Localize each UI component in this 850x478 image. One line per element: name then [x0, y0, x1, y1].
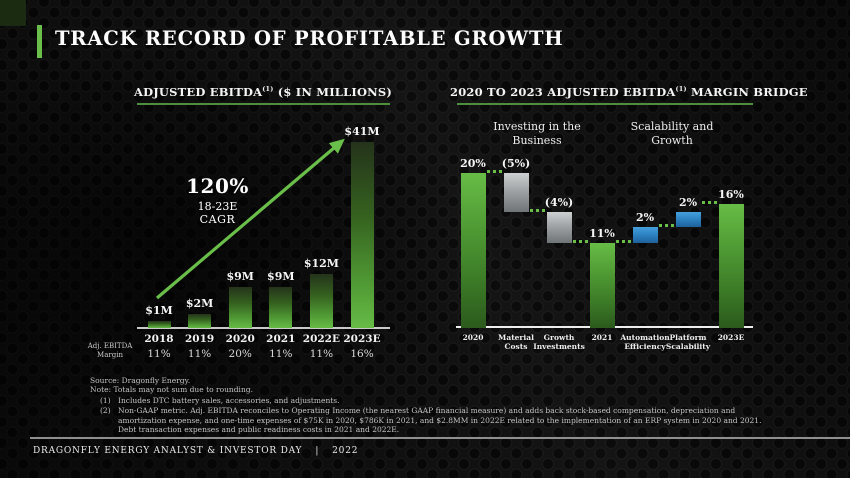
connector-line-6	[701, 201, 717, 204]
ebitda-bar-2019	[188, 314, 212, 328]
waterfall-bar-2021	[589, 242, 615, 328]
bar-value-label-2023e: $41M	[344, 125, 380, 138]
margin-value-2022e: 11%	[309, 348, 334, 360]
bar-value-label-2021: $9M	[267, 270, 295, 283]
slide-title: TRACK RECORD OF PROFITABLE GROWTH	[55, 27, 564, 50]
waterfall-value-label-2021: 11%	[589, 226, 615, 240]
right-chart-title-footmark: (1)	[675, 85, 687, 94]
left-chart-title-rest: ($ IN MILLIONS)	[273, 85, 393, 99]
year-label-2022e: 2022E	[302, 333, 340, 345]
category-label-growth-investments: Growth Investments	[533, 333, 585, 352]
margin-value-2020: 20%	[228, 348, 252, 360]
footer-separator: |	[315, 446, 320, 456]
waterfall-value-label-material-costs: (5%)	[501, 157, 531, 170]
ebitda-bar-2021	[269, 287, 293, 328]
category-label-platform-scalability: Platform Scalability	[665, 333, 711, 352]
waterfall-value-label-2023e: 16%	[718, 188, 744, 201]
waterfall-bar-2023e	[718, 204, 744, 328]
notes-block: Source: Dragonfly Energy. Note: Totals m…	[90, 376, 790, 434]
waterfall-bar-automation-efficiency	[632, 227, 658, 243]
cagr-metric: CAGR	[199, 213, 236, 226]
bar-value-label-2022e: $12M	[303, 257, 339, 270]
ebitda-bar-2018	[147, 321, 171, 328]
note-rounding: Note: Totals may not sum due to rounding…	[90, 385, 253, 395]
ebitda-bar-2020	[228, 287, 252, 328]
waterfall-value-label-2020: 20%	[460, 157, 486, 170]
ebitda-bar-2022e	[309, 274, 333, 328]
footer-label: DRAGONFLY ENERGY ANALYST & INVESTOR DAY	[33, 446, 303, 456]
cagr-percent: 120%	[186, 174, 249, 198]
connector-line-5	[658, 224, 674, 228]
connector-line-2	[529, 208, 545, 212]
category-label-2021: 2021	[591, 333, 613, 342]
waterfall-value-label-platform-scalability: 2%	[678, 195, 698, 209]
year-label-2023e: 2023E	[343, 333, 381, 345]
footnote-2: (2) Non-GAAP metric. Adj. EBITDA reconci…	[100, 406, 762, 434]
left-chart-title-footmark: (1)	[262, 85, 274, 94]
left-chart-title: ADJUSTED EBITDA(1) ($ IN MILLIONS)	[120, 85, 406, 99]
footer-text: DRAGONFLY ENERGY ANALYST & INVESTOR DAY …	[33, 446, 358, 456]
right-chart-title-main: 2020 TO 2023 ADJUSTED EBITDA	[450, 85, 676, 99]
cagr-range: 18-23E	[197, 200, 238, 213]
left-chart-title-main: ADJUSTED EBITDA	[133, 85, 263, 99]
note-source: Source: Dragonfly Energy.	[90, 376, 191, 385]
left-title-underline	[137, 103, 390, 105]
ebitda-bar-2023e	[350, 142, 374, 328]
bar-value-label-2019: $2M	[185, 297, 214, 310]
right-title-underline	[457, 103, 753, 105]
margin-value-2021: 11%	[269, 348, 293, 360]
year-label-2019: 2019	[184, 333, 215, 345]
footnote-1: (1) Includes DTC battery sales, accessor…	[100, 395, 340, 405]
bar-value-label-2020: $9M	[226, 270, 254, 283]
waterfall-bar-material-costs	[503, 173, 529, 212]
left-axis-line	[137, 327, 390, 329]
category-label-2023e: 2023E	[717, 333, 745, 342]
cagr-annotation: 120% 18-23E CAGR	[165, 174, 270, 226]
growth-arrow-icon	[155, 138, 345, 300]
waterfall-value-label-automation-efficiency: 2%	[635, 211, 655, 225]
corner-chip	[0, 0, 26, 26]
waterfall-value-label-growth-investments: (4%)	[544, 195, 574, 209]
waterfall-bar-growth-investments	[546, 211, 572, 243]
margin-value-2018: 11%	[147, 348, 171, 360]
connector-line-3	[572, 239, 588, 243]
footer-divider	[30, 437, 850, 439]
margin-value-2023e: 16%	[350, 348, 374, 360]
right-chart-title: 2020 TO 2023 ADJUSTED EBITDA(1) MARGIN B…	[450, 85, 808, 99]
year-label-2021: 2021	[266, 333, 296, 345]
right-chart-title-rest: MARGIN BRIDGE	[686, 85, 808, 99]
margin-value-2019: 11%	[187, 348, 212, 360]
category-label-automation-efficiency: Automation Efficiency	[620, 333, 670, 352]
connector-line-4	[615, 239, 631, 243]
group-label-scalability: Scalability and Growth	[630, 120, 714, 147]
footer-year: 2022	[332, 446, 359, 456]
category-label-material-costs: Material Costs	[498, 333, 534, 352]
category-label-2020: 2020	[462, 333, 484, 342]
waterfall-bar-2020	[460, 173, 486, 328]
year-label-2018: 2018	[144, 333, 174, 345]
waterfall-bar-platform-scalability	[675, 211, 701, 228]
connector-line-1	[486, 170, 502, 173]
group-label-investing: Investing in the Business	[493, 120, 581, 147]
year-label-2020: 2020	[225, 333, 255, 345]
bar-value-label-2018: $1M	[145, 304, 173, 317]
title-accent-bar	[37, 25, 42, 58]
margin-row-label: Adj. EBITDA Margin	[87, 342, 133, 360]
